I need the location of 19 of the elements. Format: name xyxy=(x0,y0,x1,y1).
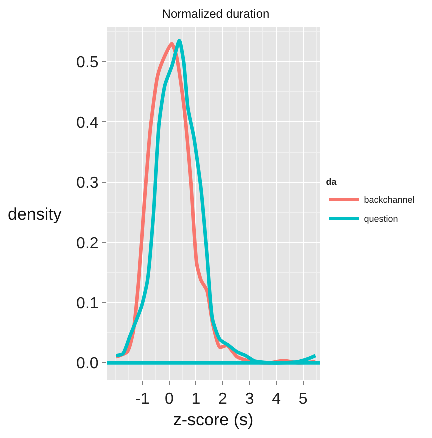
x-tick-label: 3 xyxy=(245,391,254,408)
x-tick-label: 4 xyxy=(272,391,282,408)
y-tick-label: 0.3 xyxy=(76,175,99,192)
y-tick-label: 0.1 xyxy=(76,295,99,312)
legend-title: da xyxy=(326,177,338,188)
legend-label: backchannel xyxy=(364,195,415,206)
y-tick-label: 0.4 xyxy=(76,114,99,132)
x-tick-label: 1 xyxy=(192,391,201,408)
y-tick-label: 0.5 xyxy=(76,54,99,72)
x-axis-title: z-score (s) xyxy=(173,410,254,430)
x-tick-label: 0 xyxy=(164,391,174,408)
x-tick-label: -1 xyxy=(136,391,150,408)
x-tick-label: 2 xyxy=(218,391,228,408)
legend-label: question xyxy=(364,214,398,224)
y-tick-label: 0.2 xyxy=(76,235,99,252)
x-tick-label: 5 xyxy=(298,391,308,408)
y-axis-title: density xyxy=(8,205,62,224)
y-tick-label: 0.0 xyxy=(76,356,99,373)
chart-title: Normalized duration xyxy=(162,7,270,22)
